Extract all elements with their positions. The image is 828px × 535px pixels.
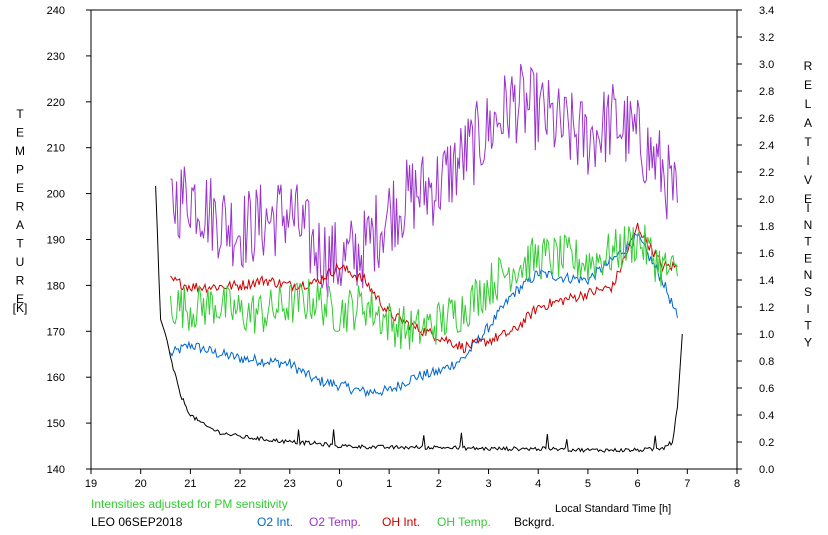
right-axis-letter: T	[804, 319, 812, 333]
left-tick-label: 220	[47, 97, 65, 109]
right-axis-letter: V	[804, 173, 812, 187]
series-line	[170, 224, 678, 350]
right-axis-letter: T	[804, 235, 812, 249]
x-tick-label: 6	[635, 478, 641, 490]
right-tick-label: 2.8	[759, 86, 774, 98]
x-tick-label: 23	[284, 478, 296, 490]
left-axis-letter: P	[16, 163, 24, 177]
right-tick-label: 0.2	[759, 437, 774, 449]
right-tick-label: 3.2	[759, 32, 774, 44]
left-axis-letter: T	[16, 237, 24, 251]
right-tick-label: 2.6	[759, 113, 774, 125]
right-tick-label: 2.0	[759, 194, 774, 206]
left-tick-label: 190	[47, 235, 65, 247]
x-axis-label: Local Standard Time [h]	[555, 503, 671, 515]
right-tick-label: 1.2	[759, 302, 774, 314]
series-line	[170, 222, 678, 354]
left-tick-label: 200	[47, 189, 65, 201]
right-axis-letter: E	[804, 251, 812, 265]
left-axis-letter: E	[16, 292, 24, 306]
right-axis-letter: R	[804, 59, 813, 73]
x-tick-label: 1	[386, 478, 392, 490]
x-tick-label: 22	[234, 478, 246, 490]
legend-entry: O2 Temp.	[309, 515, 361, 529]
x-tick-label: 19	[85, 478, 97, 490]
left-tick-label: 180	[47, 280, 65, 292]
left-axis-letter: A	[16, 218, 24, 232]
right-axis-letter: I	[806, 154, 809, 168]
left-tick-label: 150	[47, 418, 65, 430]
station-text: LEO 06SEP2018	[91, 515, 183, 529]
x-tick-label: 3	[485, 478, 491, 490]
legend-entry: OH Temp.	[437, 515, 491, 529]
right-tick-label: 2.4	[759, 140, 774, 152]
left-axis-letter: M	[15, 144, 25, 158]
left-axis-unit: [K]	[13, 301, 28, 315]
x-tick-label: 7	[684, 478, 690, 490]
x-tick-label: 4	[535, 478, 541, 490]
right-axis-letter: L	[805, 97, 812, 111]
right-tick-label: 3.0	[759, 59, 774, 71]
left-tick-label: 160	[47, 372, 65, 384]
right-axis-letter: E	[804, 192, 812, 206]
right-tick-label: 1.8	[759, 221, 774, 233]
right-tick-label: 0.4	[759, 410, 774, 422]
series-line	[155, 185, 683, 453]
left-axis-letter: R	[16, 200, 25, 214]
right-axis-letter: Y	[804, 335, 812, 349]
left-tick-label: 230	[47, 51, 65, 63]
legend-entry: OH Int.	[382, 515, 420, 529]
left-tick-label: 170	[47, 326, 65, 338]
right-tick-label: 3.4	[759, 5, 774, 17]
x-tick-label: 2	[436, 478, 442, 490]
right-tick-label: 0.6	[759, 383, 774, 395]
right-axis-letter: E	[804, 78, 812, 92]
right-axis-letter: S	[804, 285, 812, 299]
left-tick-label: 210	[47, 143, 65, 155]
right-tick-label: 0.8	[759, 356, 774, 368]
note-text: Intensities adjusted for PM sensitivity	[91, 497, 288, 511]
x-tick-label: 21	[184, 478, 196, 490]
right-axis-letter: N	[804, 268, 813, 282]
right-axis-letter: T	[804, 135, 812, 149]
left-tick-label: 140	[47, 464, 65, 476]
right-axis-letter: N	[804, 218, 813, 232]
x-tick-label: 5	[585, 478, 591, 490]
left-axis-letter: R	[16, 274, 25, 288]
right-tick-label: 2.2	[759, 167, 774, 179]
legend-entry: Bckgrd.	[514, 515, 555, 529]
series-line	[170, 63, 678, 297]
left-axis-letter: E	[16, 126, 24, 140]
x-tick-label: 20	[135, 478, 147, 490]
right-tick-label: 1.4	[759, 275, 774, 287]
right-axis-letter: I	[806, 302, 809, 316]
legend-entry: O2 Int.	[257, 515, 293, 529]
right-axis-letter: A	[804, 116, 812, 130]
x-tick-label: 0	[336, 478, 342, 490]
right-axis-letter: I	[806, 201, 809, 215]
left-tick-label: 240	[47, 5, 65, 17]
left-axis-letter: T	[16, 107, 24, 121]
right-tick-label: 0.0	[759, 464, 774, 476]
x-tick-label: 8	[734, 478, 740, 490]
series-line	[170, 233, 678, 398]
right-tick-label: 1.0	[759, 329, 774, 341]
left-axis-letter: U	[16, 255, 25, 269]
right-tick-label: 1.6	[759, 248, 774, 260]
left-axis-letter: E	[16, 181, 24, 195]
